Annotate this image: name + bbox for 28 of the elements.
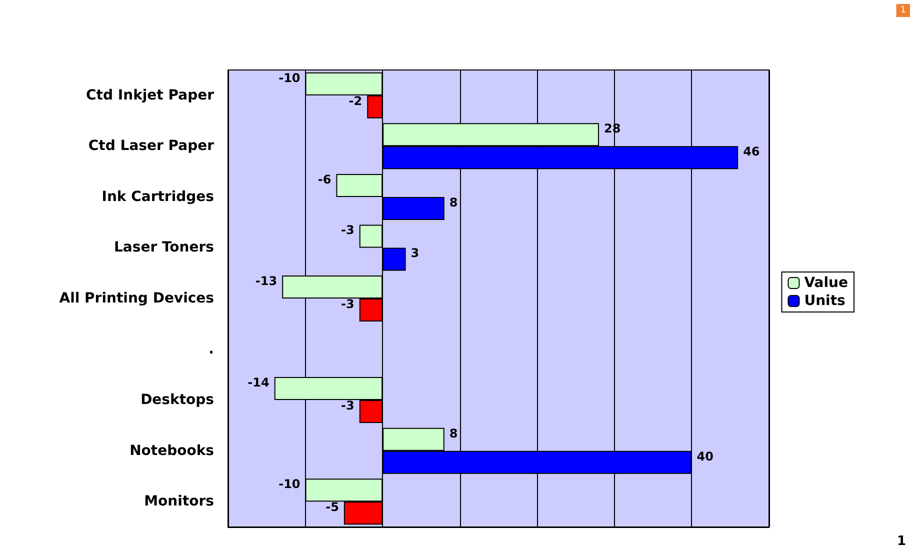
data-label: -3	[341, 223, 354, 238]
y-tick-label: Laser Toners	[114, 240, 214, 256]
legend-label: Units	[804, 293, 846, 309]
data-label: -2	[348, 94, 362, 108]
data-label: -13	[255, 274, 278, 288]
data-label: 3	[410, 246, 420, 260]
text: 1	[896, 534, 906, 549]
data-label: -5	[326, 500, 339, 514]
data-label: -3	[341, 398, 354, 413]
data-label: 8	[449, 426, 458, 440]
data-label: -10	[278, 70, 300, 85]
data-label: 8	[449, 195, 458, 210]
legend-label: Value	[804, 275, 848, 291]
y-tick-label: Ctd Inkjet Paper	[86, 87, 214, 104]
data-label: 46	[743, 144, 760, 159]
data-label: -10	[278, 477, 300, 492]
y-tick-label: Desktops	[140, 392, 214, 408]
y-tick-label: All Printing Devices	[59, 290, 214, 306]
data-label: -6	[318, 172, 332, 186]
y-tick-label: Ink Cartridges	[102, 188, 214, 205]
data-label: -14	[248, 376, 270, 390]
y-tick-label: Monitors	[144, 494, 214, 510]
y-tick-label: Notebooks	[130, 442, 214, 459]
data-label: -3	[341, 297, 354, 311]
y-tick-label: .	[208, 341, 214, 358]
text: 1	[900, 6, 906, 16]
data-label: 40	[696, 449, 714, 464]
y-tick-label: Ctd Laser Paper	[88, 138, 214, 154]
